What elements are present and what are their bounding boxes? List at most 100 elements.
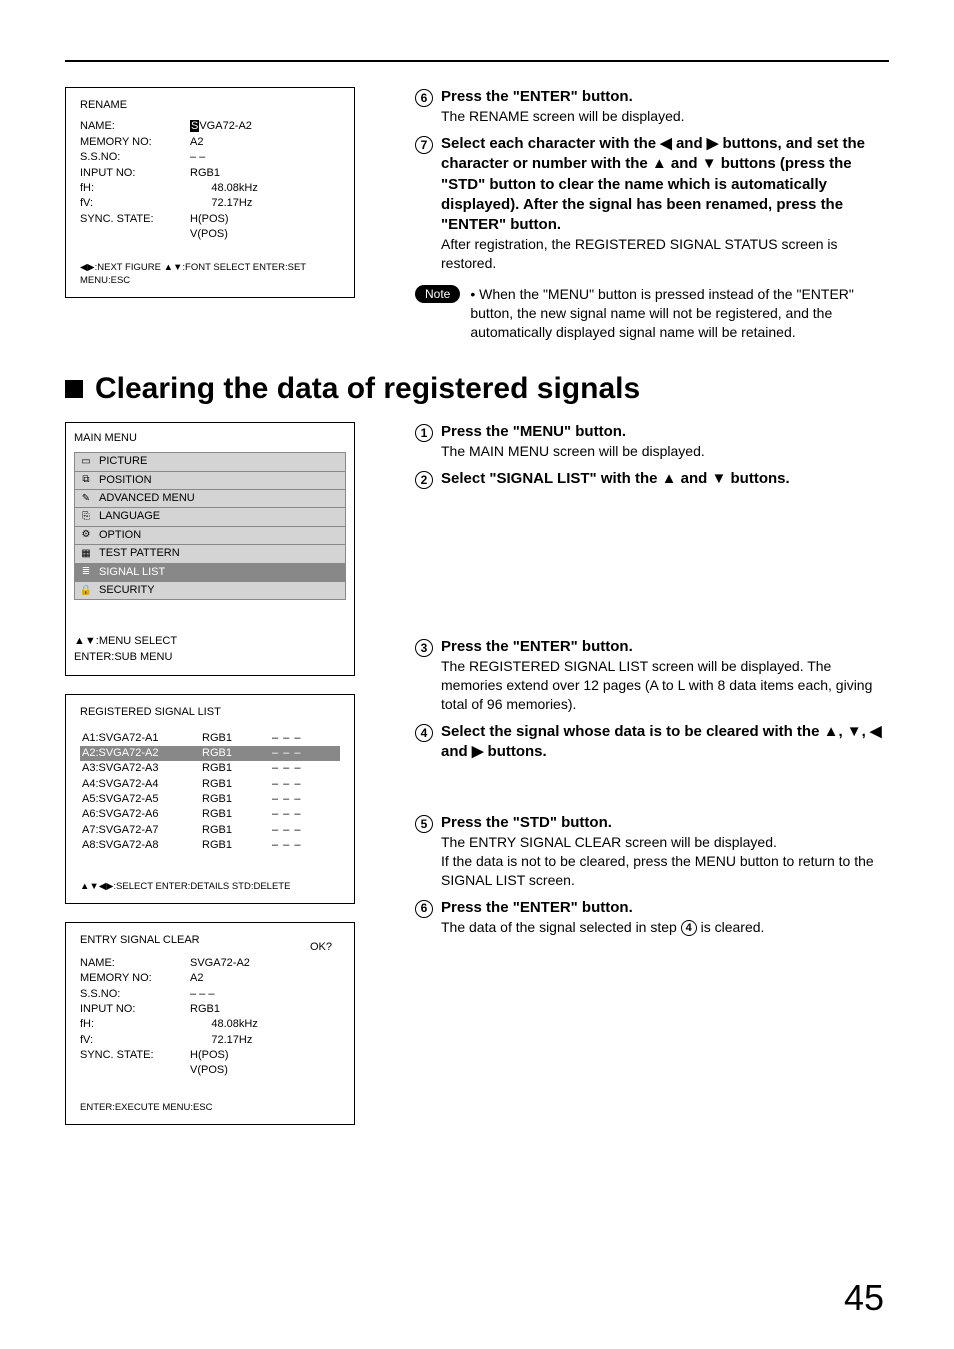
rename-rows: NAME:SVGA72-A2MEMORY NO:A2S.S.NO:– –INPU… <box>80 119 340 242</box>
step-subtext: The REGISTERED SIGNAL LIST screen will b… <box>441 657 889 714</box>
menu-item-label: PICTURE <box>99 454 147 469</box>
menu-item-icon: ▭ <box>79 455 93 469</box>
menu-item[interactable]: ▦ TEST PATTERN <box>75 545 345 563</box>
main-menu-footer1: ▲▼:MENU SELECT <box>74 634 346 649</box>
step-body: Select each character with the ◀ and ▶ b… <box>441 134 889 273</box>
instruction-step: 1Press the "MENU" button.The MAIN MENU s… <box>415 422 889 461</box>
note-text: • When the "MENU" button is pressed inst… <box>470 285 889 342</box>
kv-value: 48.08kHz <box>190 181 340 196</box>
instruction-step: 2 Select "SIGNAL LIST" with the ▲ and ▼ b… <box>415 469 889 489</box>
signal-cell: RGB1 <box>202 761 272 776</box>
main-menu-osd: MAIN MENU ▭ PICTURE ⧉POSITION✎ADVANCED MEN… <box>65 422 355 676</box>
rename-col: RENAME NAME:SVGA72-A2MEMORY NO:A2S.S.NO:… <box>65 87 385 342</box>
note-pill: Note <box>415 285 460 303</box>
step-number-icon: 5 <box>415 815 433 833</box>
kv-key <box>80 227 190 242</box>
step-number-icon: 1 <box>415 424 433 442</box>
menu-item[interactable]: ✎ADVANCED MENU <box>75 490 345 508</box>
kv-value: 72.17Hz <box>190 196 340 211</box>
top-rule <box>65 60 889 62</box>
step-heading: Press the "ENTER" button. <box>441 637 889 657</box>
menu-item-label: OPTION <box>99 528 141 543</box>
menu-item-label: TEST PATTERN <box>99 546 180 561</box>
step-body: Select the signal whose data is to be cl… <box>441 722 889 763</box>
step-subtext: The data of the signal selected in step … <box>441 918 889 937</box>
menu-item-label: ADVANCED MENU <box>99 491 195 506</box>
signal-list-osd: REGISTERED SIGNAL LIST A1:SVGA72-A1RGB1–… <box>65 694 355 904</box>
main-menu-title: MAIN MENU <box>74 431 346 446</box>
kv-key: fH: <box>80 181 190 196</box>
step-number-icon: 2 <box>415 471 433 489</box>
signal-list-rows: A1:SVGA72-A1RGB1– – –A2:SVGA72-A2RGB1– –… <box>80 731 340 854</box>
main-menu-list: ▭ PICTURE ⧉POSITION✎ADVANCED MENU⎘LANGUAGE… <box>74 452 346 600</box>
menu-item-icon: ≣ <box>79 565 93 579</box>
menu-item[interactable]: ▭ PICTURE <box>75 453 345 471</box>
kv-key: SYNC. STATE: <box>80 212 190 227</box>
step-subtext: The RENAME screen will be displayed. <box>441 107 889 126</box>
step-heading: Press the "STD" button. <box>441 813 889 833</box>
menu-item[interactable]: ⚙ OPTION <box>75 527 345 545</box>
section-title: Clearing the data of registered signals <box>65 372 889 406</box>
signal-list-row[interactable]: A6:SVGA72-A6RGB1– – – <box>80 807 340 822</box>
kv-key: MEMORY NO: <box>80 971 190 986</box>
kv-value: A2 <box>190 971 340 986</box>
step-number-icon: 4 <box>415 724 433 742</box>
kv-key: SYNC. STATE: <box>80 1048 190 1063</box>
instruction-step: 6Press the "ENTER" button.The data of th… <box>415 898 889 937</box>
steps-block-2: 3 Press the "ENTER" button.The REGISTERED… <box>415 637 889 762</box>
kv-value: RGB1 <box>190 166 340 181</box>
signal-cell: A7:SVGA72-A7 <box>82 823 202 838</box>
step-heading: Select "SIGNAL LIST" with the ▲ and ▼ bu… <box>441 469 889 489</box>
signal-cell: RGB1 <box>202 792 272 807</box>
note-block: Note • When the "MENU" button is pressed … <box>415 285 889 342</box>
signal-cell: A3:SVGA72-A3 <box>82 761 202 776</box>
clear-osd: ENTRY SIGNAL CLEAR OK? NAME:SVGA72-A2MEM… <box>65 922 355 1125</box>
signal-list-row[interactable]: A7:SVGA72-A7RGB1– – – <box>80 823 340 838</box>
signal-list-row[interactable]: A5:SVGA72-A5RGB1– – – <box>80 792 340 807</box>
signal-list-row[interactable]: A4:SVGA72-A4RGB1– – – <box>80 777 340 792</box>
instruction-step: 4 Select the signal whose data is to be c… <box>415 722 889 763</box>
kv-key: fH: <box>80 1017 190 1032</box>
signal-cell: – – – <box>272 777 338 792</box>
signal-cell: – – – <box>272 792 338 807</box>
step-body: Select "SIGNAL LIST" with the ▲ and ▼ bu… <box>441 469 889 489</box>
menu-item-label: POSITION <box>99 473 152 488</box>
signal-cell: RGB1 <box>202 777 272 792</box>
instruction-step: 6Press the "ENTER" button.The RENAME scr… <box>415 87 889 126</box>
kv-value: – – <box>190 150 340 165</box>
signal-cell: – – – <box>272 838 338 853</box>
menu-item[interactable]: ≣SIGNAL LIST <box>75 564 345 582</box>
signal-cell: RGB1 <box>202 823 272 838</box>
step-heading: Select the signal whose data is to be cl… <box>441 722 889 763</box>
menu-item-label: SECURITY <box>99 583 155 598</box>
menu-item[interactable]: 🔒SECURITY <box>75 582 345 599</box>
menu-item[interactable]: ⧉POSITION <box>75 472 345 490</box>
signal-list-row[interactable]: A2:SVGA72-A2RGB1– – – <box>80 746 340 761</box>
signal-cell: RGB1 <box>202 838 272 853</box>
rename-title: RENAME <box>80 98 340 113</box>
step-number-icon: 3 <box>415 639 433 657</box>
menu-item-icon: ⎘ <box>79 510 93 524</box>
instruction-step: 7Select each character with the ◀ and ▶ … <box>415 134 889 273</box>
signal-list-row[interactable]: A1:SVGA72-A1RGB1– – – <box>80 731 340 746</box>
signal-cell: A5:SVGA72-A5 <box>82 792 202 807</box>
clear-footer: ENTER:EXECUTE MENU:ESC <box>80 1101 340 1114</box>
rename-footer: ◀▶:NEXT FIGURE ▲▼:FONT SELECT ENTER:SET … <box>80 261 340 288</box>
step-subtext: After registration, the REGISTERED SIGNA… <box>441 235 889 273</box>
step-subtext: The MAIN MENU screen will be displayed. <box>441 442 889 461</box>
signal-list-row[interactable]: A3:SVGA72-A3RGB1– – – <box>80 761 340 776</box>
kv-value: A2 <box>190 135 340 150</box>
kv-value: H(POS) <box>190 212 340 227</box>
steps-block-1: 1Press the "MENU" button.The MAIN MENU s… <box>415 422 889 489</box>
section-right: 1Press the "MENU" button.The MAIN MENU s… <box>415 422 889 1143</box>
signal-list-row[interactable]: A8:SVGA72-A8RGB1– – – <box>80 838 340 853</box>
instruction-step: 5Press the "STD" button.The ENTRY SIGNAL… <box>415 813 889 890</box>
step-number-icon: 6 <box>415 89 433 107</box>
menu-item-icon: ▦ <box>79 547 93 561</box>
signal-cell: – – – <box>272 823 338 838</box>
step-heading: Select each character with the ◀ and ▶ b… <box>441 134 889 235</box>
step-body: Press the "ENTER" button.The data of the… <box>441 898 889 937</box>
menu-item-icon: ⚙ <box>79 528 93 542</box>
signal-cell: A2:SVGA72-A2 <box>82 746 202 761</box>
menu-item[interactable]: ⎘LANGUAGE <box>75 508 345 526</box>
